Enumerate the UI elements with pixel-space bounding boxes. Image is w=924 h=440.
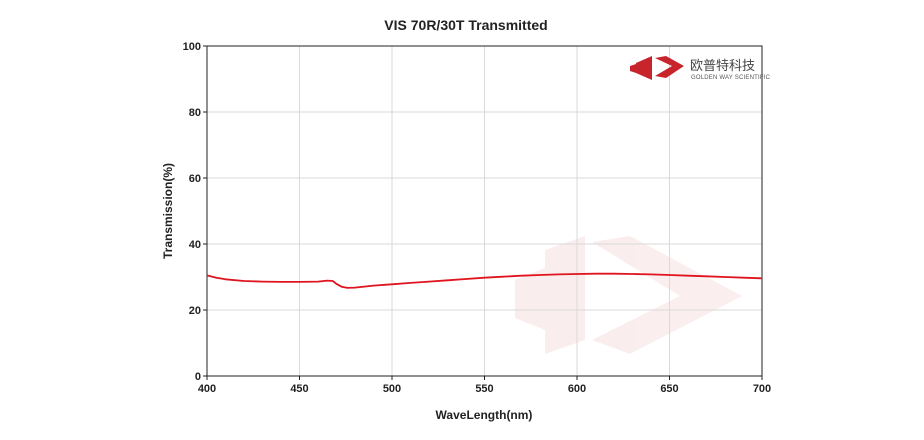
series-line-transmission [206,272,763,289]
chart-title: VIS 70R/30T Transmitted [384,17,547,33]
y-tick-label: 20 [189,305,201,317]
series-layer [206,272,763,289]
x-tick-label: 600 [568,383,586,395]
y-tick-label: 60 [189,173,201,185]
grid-lines [207,46,762,376]
x-tick-label: 500 [383,383,401,395]
x-axis-label: WaveLength(nm) [436,408,533,422]
x-tick-label: 650 [660,383,678,395]
x-tick-label: 700 [753,383,771,395]
y-tick-label: 0 [195,371,201,383]
y-tick-label: 40 [189,239,201,251]
y-tick-label: 80 [189,107,201,119]
y-axis-ticks: 0 20 40 60 80 100 [183,41,207,383]
watermark-logo [515,236,742,354]
y-axis-label: Transmission(%) [161,163,175,259]
y-tick-label: 100 [183,41,201,53]
x-tick-label: 550 [475,383,493,395]
logo-mark-icon [630,56,684,80]
logo-name-cn: 欧普特科技 [690,58,755,73]
logo-name-en: GOLDEN WAY SCIENTIFIC [691,75,771,81]
company-logo: 欧普特科技 GOLDEN WAY SCIENTIFIC [630,56,771,81]
x-axis-ticks: 400 450 500 550 600 650 700 [198,376,771,395]
x-tick-label: 400 [198,383,216,395]
x-tick-label: 450 [290,383,308,395]
